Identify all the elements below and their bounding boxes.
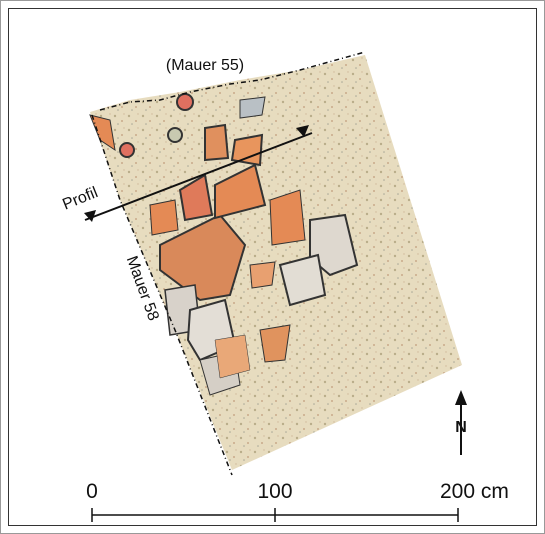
scale-label: 100 <box>257 480 292 503</box>
excavation-area <box>90 55 462 470</box>
north-label: N <box>455 419 467 436</box>
inner-frame <box>8 8 537 526</box>
profile-line <box>84 132 313 221</box>
wall-north-line <box>99 51 366 111</box>
scale-label: 200 cm <box>440 480 509 503</box>
wall-west-line <box>91 114 233 476</box>
profile-marker <box>296 125 309 137</box>
north-arrowhead <box>455 390 467 405</box>
scale-label: 0 <box>86 480 98 503</box>
stones <box>89 93 359 396</box>
wall-north-label: (Mauer 55) <box>166 57 244 74</box>
profile-marker <box>84 210 96 222</box>
